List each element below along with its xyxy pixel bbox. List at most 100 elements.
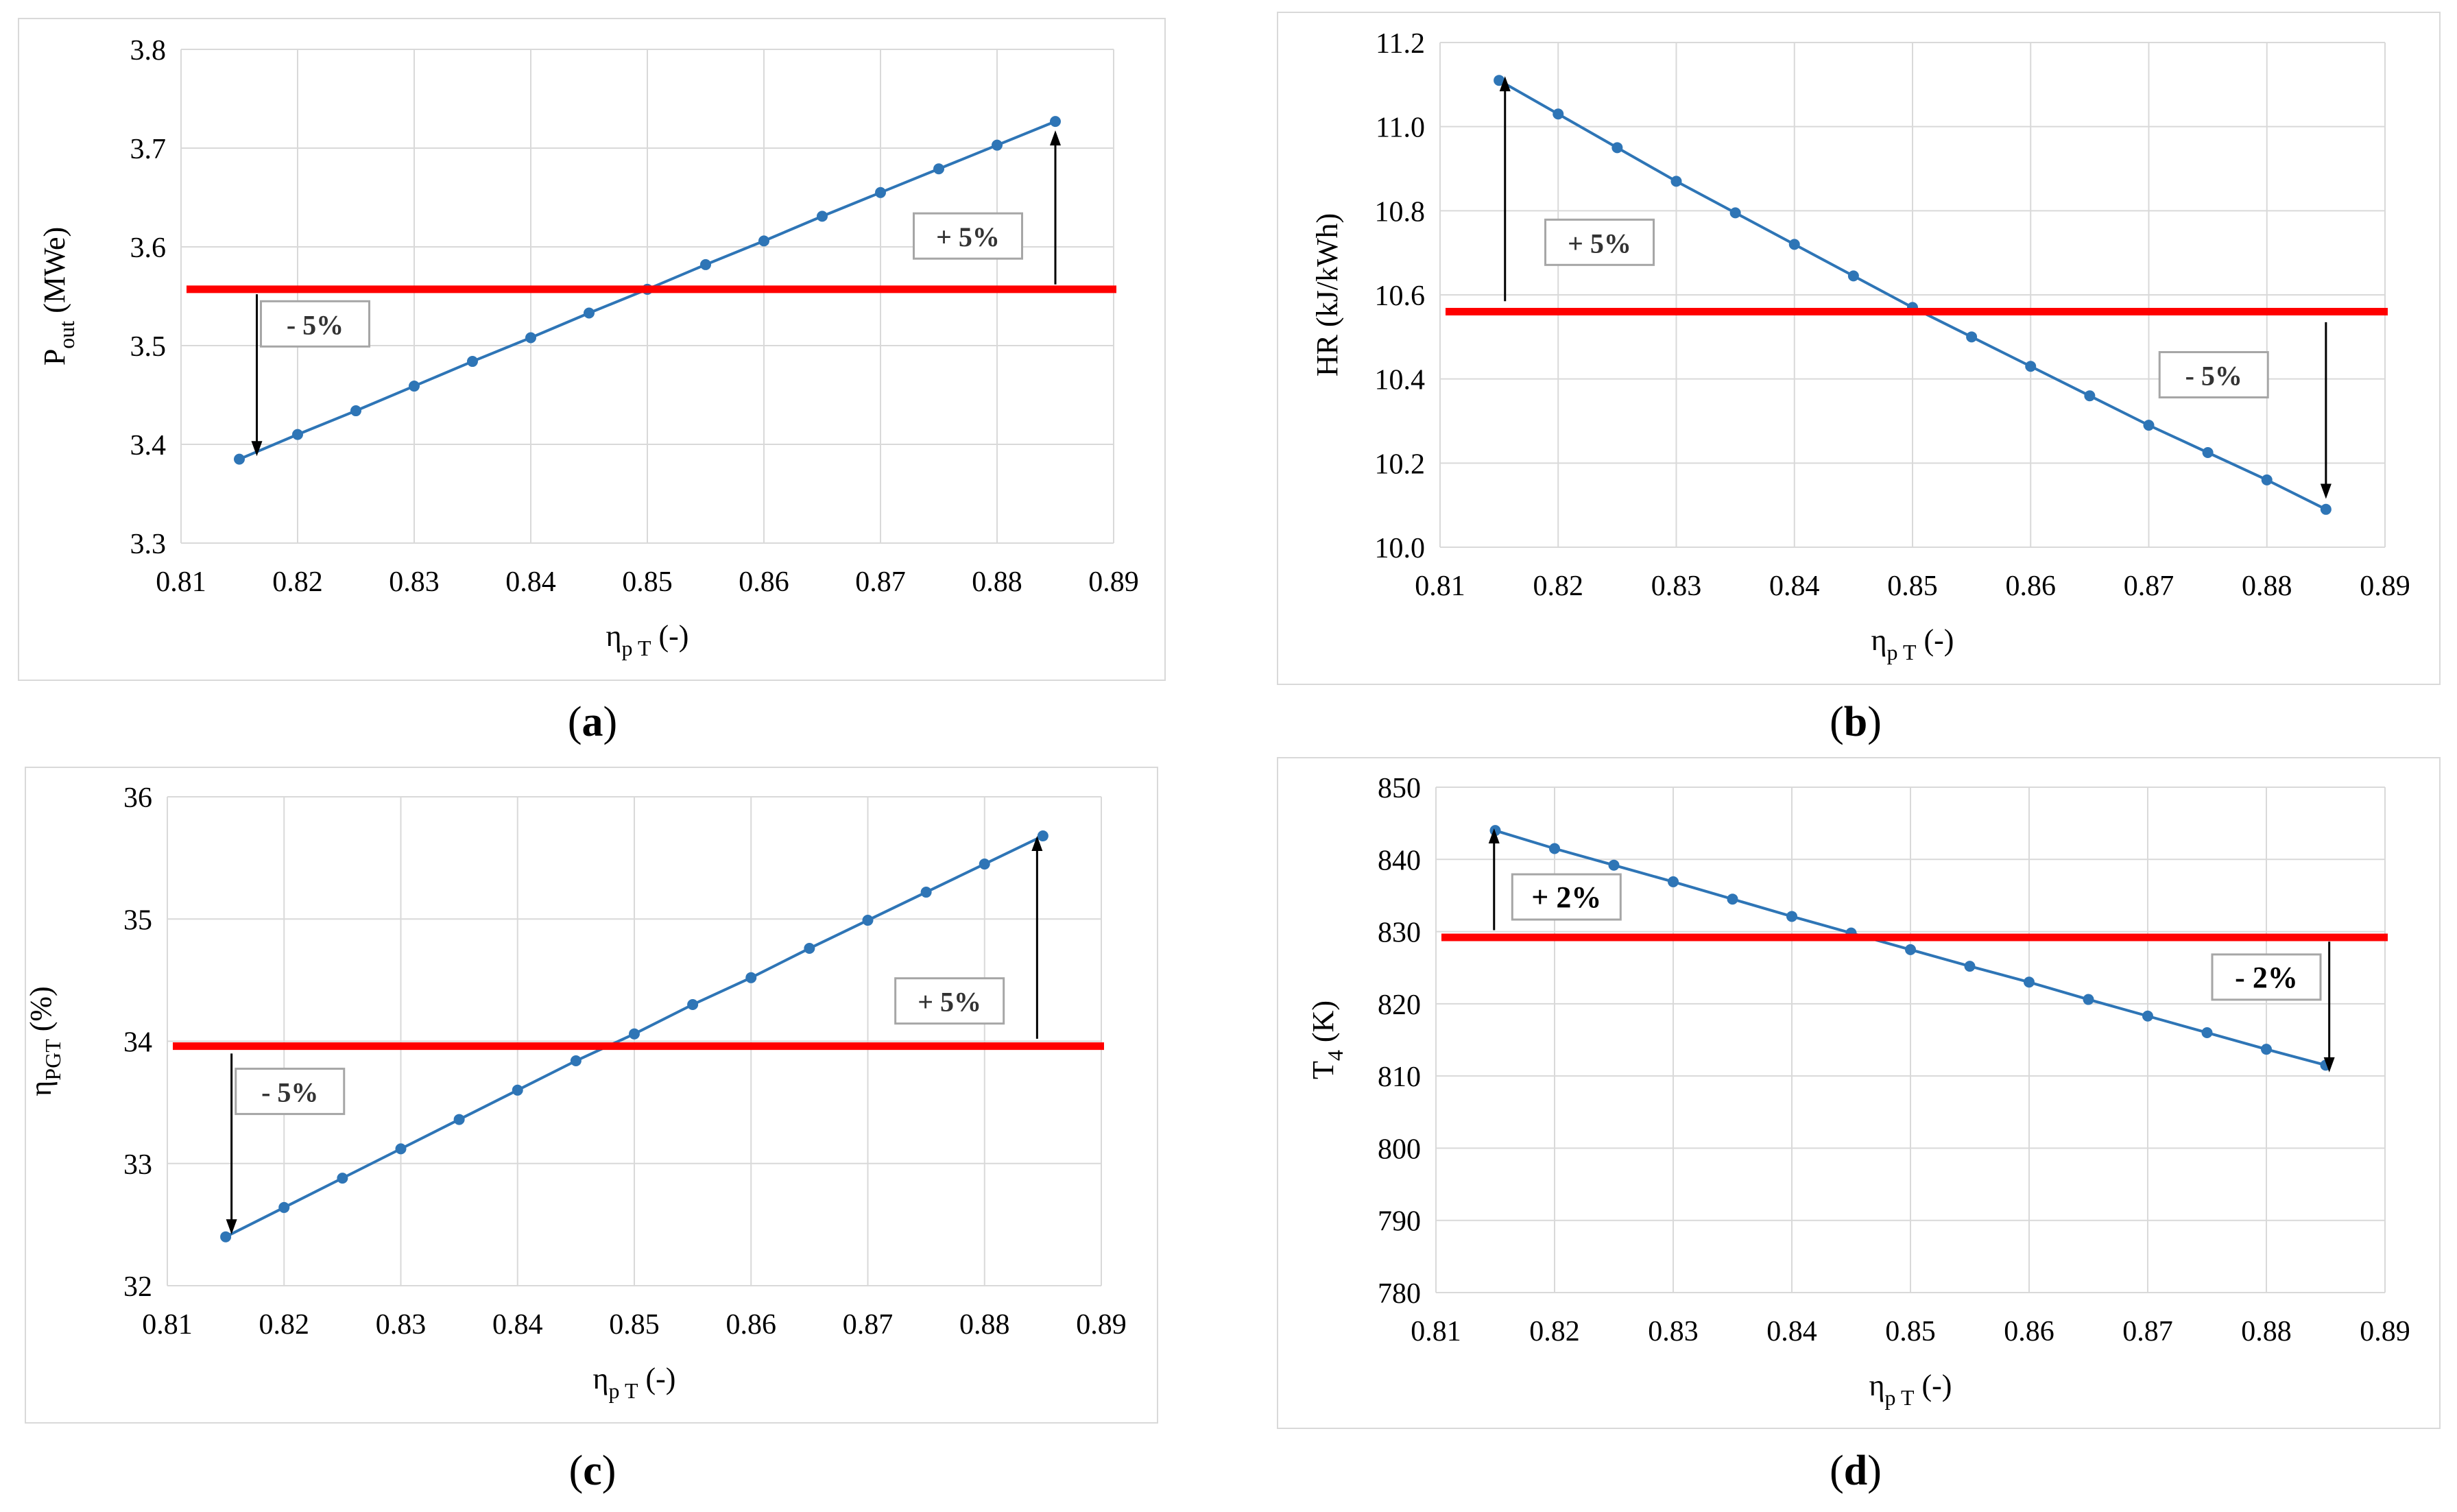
x-tick-label: 0.84 [492,1309,543,1341]
annotation-label: - 5% [287,309,344,340]
data-point [745,972,757,983]
data-point [2024,976,2035,988]
annotation-arrowhead [1031,836,1043,852]
x-tick-label: 0.86 [726,1309,777,1341]
annotation-box [1544,218,1655,266]
x-tick-label: 0.82 [1533,571,1584,602]
annotation-box [2211,953,2322,1001]
x-tick-label: 0.88 [2242,571,2292,602]
x-tick-label: 0.86 [2004,1316,2054,1347]
x-tick-label: 0.84 [505,566,556,598]
chart-b: 0.81 0.82 0.83 0.84 0.85 0.86 0.87 0.88 0.89 10.0… [1310,28,2410,664]
y-tick-label: 11.0 [1376,112,1425,144]
x-tick-label: 0.86 [2006,571,2057,602]
data-point [2201,1027,2213,1038]
data-point [234,453,245,465]
data-point [2320,503,2332,515]
data-point [817,211,828,222]
x-tick-label: 0.82 [259,1309,310,1341]
annotation-label: - 5% [2185,361,2242,392]
x-tick-label: 0.83 [1648,1316,1699,1347]
x-tick-label: 0.85 [622,566,673,598]
x-tick-label: 0.81 [1415,571,1465,602]
data-point [700,259,711,270]
y-tick-label: 11.2 [1376,28,1425,60]
y-tick-label: 3.7 [130,134,167,165]
data-point [862,915,874,926]
x-axis-title: ηp T (-) [1871,623,1954,664]
x-tick-label: 0.85 [1887,571,1938,602]
data-point [1670,176,1682,187]
y-tick-label: 820 [1378,989,1421,1021]
x-tick-label: 0.87 [843,1309,894,1341]
annotation-arrowhead [1499,76,1511,92]
x-axis-title: ηp T (-) [1869,1369,1952,1410]
annotation-arrowhead [1050,130,1061,146]
data-point [1788,239,1800,250]
y-tick-label: 34 [123,1027,152,1059]
annotation-box [913,212,1023,260]
data-point [992,139,1003,151]
data-point [1786,911,1797,922]
data-point [2261,1044,2272,1055]
x-tick-label: 0.89 [1088,566,1139,598]
y-tick-label: 830 [1378,917,1421,949]
chart-c: 0.81 0.82 0.83 0.84 0.85 0.86 0.87 0.88 0.89 32 33… [24,782,1127,1403]
annotation-box [894,977,1005,1025]
data-point [570,1055,582,1067]
x-tick-label: 0.88 [959,1309,1010,1341]
data-point [395,1143,407,1155]
data-point [933,163,944,175]
data-point [467,356,478,368]
y-tick-label: 10.2 [1375,448,1426,480]
data-point [687,999,699,1011]
data-point [1964,961,1976,972]
y-tick-label: 800 [1378,1133,1421,1165]
x-tick-label: 0.81 [156,566,206,598]
y-tick-label: 3.5 [130,331,167,363]
y-axis-title: HR (kJ/kWh) [1310,213,1344,376]
data-point [2143,420,2155,431]
x-tick-label: 0.81 [1411,1316,1461,1347]
panel-label-c: (c) [568,1448,616,1494]
y-axis-title: T4 (K) [1306,1000,1347,1079]
data-point [979,859,990,870]
annotation-label: + 5% [918,987,981,1018]
panel-d-frame [1277,757,2441,1429]
x-tick-label: 0.89 [2360,571,2410,602]
y-tick-label: 3.6 [130,232,167,264]
data-point [512,1084,523,1096]
annotation-label: + 2% [1531,880,1601,914]
data-point [278,1201,290,1213]
chart-a: 0.81 0.82 0.83 0.84 0.85 0.86 0.87 0.88 0.89 3.3 3… [38,35,1139,660]
y-tick-label: 3.8 [130,35,167,67]
annotation-box [235,1068,346,1116]
y-tick-label: 790 [1378,1206,1421,1238]
panel-b-frame [1277,12,2441,685]
y-tick-label: 33 [123,1149,152,1181]
data-point [1668,876,1679,887]
data-point [920,887,932,898]
data-point [758,235,769,247]
y-tick-label: 840 [1378,845,1421,876]
data-point [220,1231,232,1243]
data-point [1494,75,1505,86]
x-tick-label: 0.89 [1076,1309,1127,1341]
x-tick-label: 0.82 [272,566,323,598]
annotation-box [2158,351,2269,399]
y-tick-label: 36 [123,782,152,814]
panel-c-frame [25,767,1158,1424]
x-tick-label: 0.87 [2124,571,2174,602]
x-tick-label: 0.85 [609,1309,660,1341]
data-point [2083,994,2094,1005]
data-point [1608,859,1620,871]
x-tick-label: 0.88 [2241,1316,2292,1347]
x-tick-label: 0.83 [389,566,440,598]
x-tick-label: 0.86 [739,566,789,598]
x-tick-label: 0.89 [2360,1316,2410,1347]
x-tick-label: 0.87 [855,566,906,598]
annotation-label: + 5% [936,221,1000,252]
y-tick-label: 3.3 [130,529,167,560]
panel-label-d: (d) [1830,1448,1882,1494]
